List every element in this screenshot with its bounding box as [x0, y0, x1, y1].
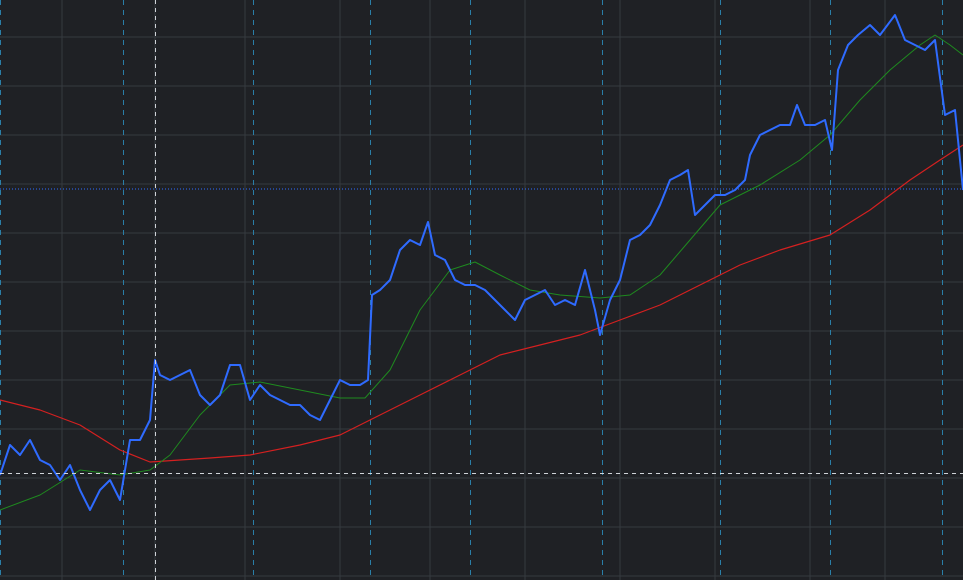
price-line [0, 144, 963, 463]
price-line [0, 14, 963, 511]
price-line [0, 34, 963, 511]
